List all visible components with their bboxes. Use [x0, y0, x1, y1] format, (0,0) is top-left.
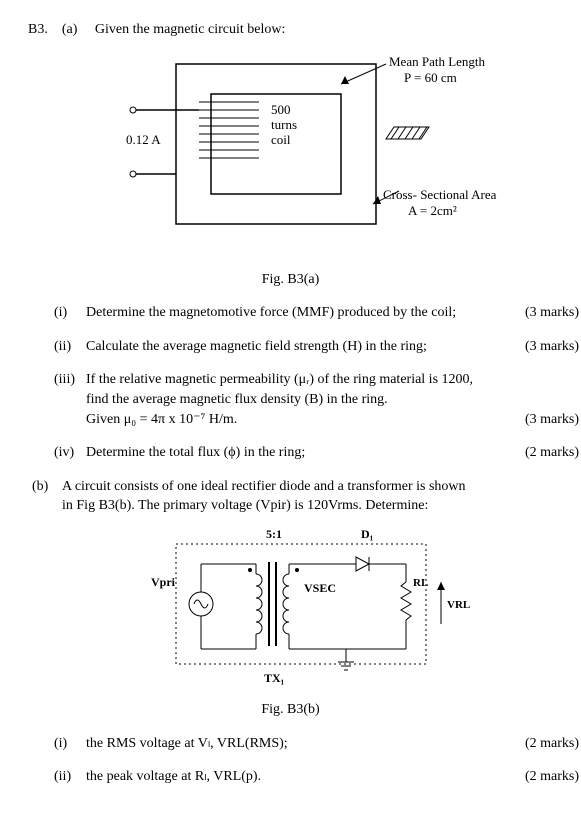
coil-turns-word: turns: [271, 117, 297, 132]
marks-label: (3 marks): [525, 337, 579, 357]
marks-label: (2 marks): [525, 443, 579, 463]
subpart-num: (iii): [54, 370, 75, 390]
figure-a-caption: Fig. B3(a): [28, 270, 553, 290]
subpart-num: (ii): [54, 337, 71, 357]
question-number: B3.: [28, 22, 48, 37]
subpart-text: the RMS voltage at Vₗ, VRL(RMS);: [86, 736, 288, 751]
marks-label: (2 marks): [525, 734, 579, 754]
part-b: (b) A circuit consists of one ideal rect…: [62, 477, 553, 516]
part-b-intro-l1: A circuit consists of one ideal rectifie…: [62, 479, 466, 494]
vrl-label: VRL: [447, 599, 470, 611]
turns-ratio: 5:1: [266, 527, 282, 541]
primary-coil-icon: [256, 564, 262, 649]
tx1-label: TX₁: [264, 671, 285, 685]
subpart-text: the peak voltage at Rₗ, VRL(p).: [86, 769, 261, 784]
figure-b-svg: 5:1 D₁ Vpri VSEC: [106, 524, 476, 694]
figure-a-area: 0.12 A 500 turns coil Mean Path Length P…: [28, 54, 553, 290]
question-header: B3. (a) Given the magnetic circuit below…: [28, 20, 553, 40]
coil-icon: [199, 102, 259, 158]
mean-path-l1: Mean Path Length: [389, 54, 486, 69]
part-b-label: (b): [32, 477, 48, 497]
subpart-text: Determine the total flux (ϕ) in the ring…: [86, 445, 305, 460]
subpart-num: (i): [54, 303, 67, 323]
b-i: (i) the RMS voltage at Vₗ, VRL(RMS); (2 …: [86, 734, 553, 754]
part-a-intro: Given the magnetic circuit below:: [95, 22, 286, 37]
coil-turns: 500: [271, 102, 291, 117]
a-iv: (iv) Determine the total flux (ϕ) in the…: [86, 443, 553, 463]
subpart-num: (iv): [54, 443, 74, 463]
cross-sec-l2: A = 2cm²: [408, 203, 457, 218]
vsec-label: VSEC: [304, 581, 336, 595]
d1-label: D₁: [361, 527, 374, 541]
rl-label: RL: [413, 577, 428, 589]
subpart-text-l3: Given μ₀ = 4π x 10⁻⁷ H/m.: [86, 412, 237, 427]
mean-path-l2: P = 60 cm: [404, 70, 457, 85]
coil-word: coil: [271, 132, 291, 147]
part-b-intro-l2: in Fig B3(b). The primary voltage (Vpir)…: [62, 498, 428, 513]
subpart-text: Determine the magnetomotive force (MMF) …: [86, 305, 456, 320]
marks-label: (3 marks): [525, 410, 579, 430]
cross-sec-l1: Cross- Sectional Area: [383, 187, 497, 202]
subpart-num: (i): [54, 734, 67, 754]
subpart-text-l2: find the average magnetic flux density (…: [86, 392, 388, 407]
hatched-block-icon: [386, 127, 429, 139]
vpri-label: Vpri: [151, 575, 176, 589]
a-i: (i) Determine the magnetomotive force (M…: [86, 303, 553, 323]
current-label: 0.12 A: [126, 132, 161, 147]
part-a-label: (a): [62, 22, 78, 37]
figure-b-area: 5:1 D₁ Vpri VSEC: [28, 524, 553, 720]
marks-label: (3 marks): [525, 303, 579, 323]
figure-a-svg: 0.12 A 500 turns coil Mean Path Length P…: [81, 54, 501, 264]
b-ii: (ii) the peak voltage at Rₗ, VRL(p). (2 …: [86, 767, 553, 787]
subpart-text-l1: If the relative magnetic permeability (μ…: [86, 372, 473, 387]
a-ii: (ii) Calculate the average magnetic fiel…: [86, 337, 553, 357]
secondary-coil-icon: [283, 564, 289, 649]
a-iii: (iii) If the relative magnetic permeabil…: [86, 370, 553, 429]
marks-label: (2 marks): [525, 767, 579, 787]
figure-b-caption: Fig. B3(b): [28, 700, 553, 720]
subpart-text: Calculate the average magnetic field str…: [86, 339, 427, 354]
subpart-num: (ii): [54, 767, 71, 787]
